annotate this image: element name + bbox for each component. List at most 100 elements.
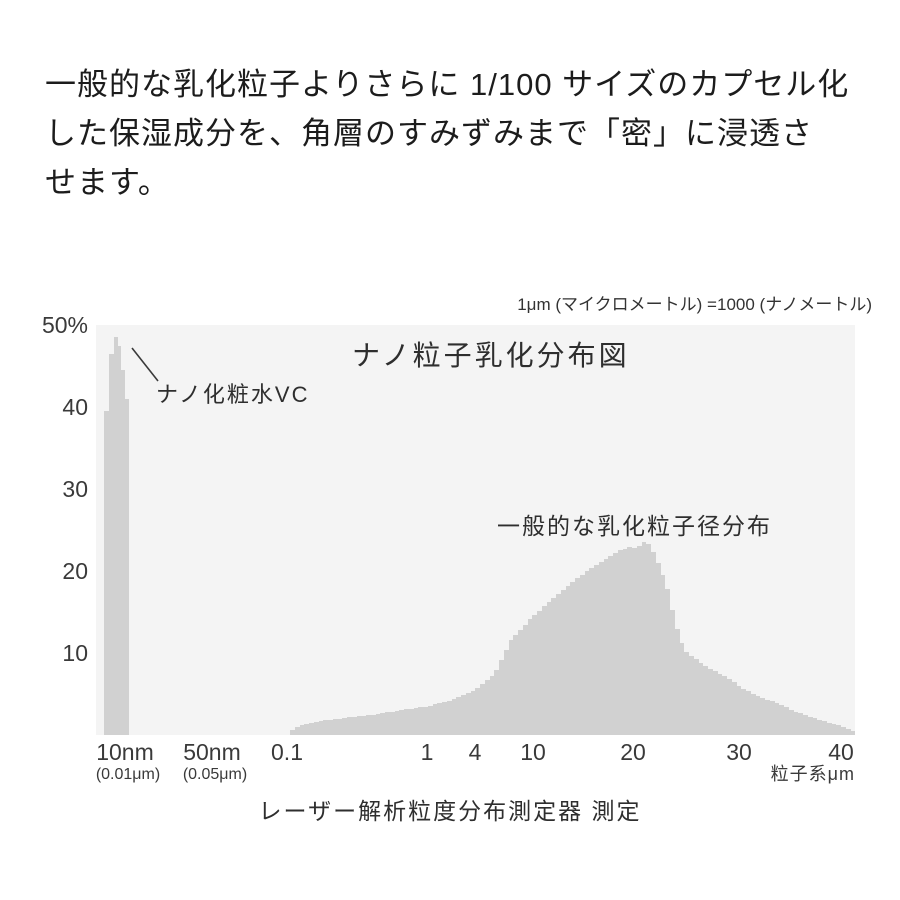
- series2-bar: [693, 659, 699, 735]
- series2-bar: [598, 562, 604, 735]
- series1-annotation: ナノ化粧水VC: [156, 382, 310, 407]
- series2-bar: [318, 720, 324, 735]
- series2-bar: [774, 702, 780, 735]
- series2-bar: [679, 643, 685, 735]
- series2-bar: [451, 698, 457, 735]
- y-tick-label: 30: [62, 476, 88, 502]
- series2-bar: [484, 679, 490, 735]
- series2-bar: [408, 708, 414, 735]
- series2-bar: [551, 597, 556, 735]
- series2-bar: [674, 628, 680, 735]
- series2-bar: [736, 685, 742, 735]
- x-tick-label: 40: [828, 739, 854, 765]
- series2-bar: [522, 624, 528, 735]
- series2-bar: [698, 662, 704, 735]
- series2-bar: [294, 726, 300, 735]
- series2-bar: [541, 606, 547, 735]
- series2-bar: [456, 696, 461, 735]
- series2-bar: [755, 696, 761, 735]
- series2-bar: [475, 687, 480, 735]
- series2-bar: [665, 589, 670, 735]
- series2-bar: [760, 698, 765, 735]
- series2-bar: [328, 719, 333, 735]
- series2-bar: [779, 705, 784, 735]
- series2-bar: [670, 610, 675, 735]
- series2-bar: [803, 715, 808, 735]
- series2-bar: [413, 708, 419, 735]
- series2-bar: [337, 718, 343, 735]
- series2-bar: [513, 634, 518, 735]
- series2-bar: [347, 717, 352, 735]
- series2-bar: [527, 619, 533, 735]
- series2-bar: [432, 704, 438, 735]
- series2-bar: [769, 701, 775, 735]
- series2-bar: [351, 716, 357, 735]
- series2-bar: [565, 585, 571, 735]
- series2-bar: [499, 660, 504, 735]
- y-tick-label: 10: [62, 640, 88, 666]
- series2-bar: [831, 724, 837, 735]
- x-tick-label: 10: [520, 739, 546, 765]
- series2-bar: [660, 574, 666, 735]
- series2-bar: [399, 710, 404, 735]
- series2-bar: [556, 593, 561, 735]
- series2-bar: [646, 543, 651, 735]
- y-tick-label: 50%: [41, 312, 88, 338]
- series2-bar: [727, 679, 732, 735]
- series2-bar: [437, 703, 442, 735]
- series2-bar: [684, 652, 689, 735]
- x-axis-unit-label: 粒子系μm: [770, 764, 855, 784]
- series2-bar: [494, 670, 499, 735]
- series2-bar: [798, 713, 803, 735]
- series1-bar: [109, 353, 114, 735]
- series2-bar: [655, 562, 661, 735]
- header-line-1: 一般的な乳化粒子よりさらに 1/100 サイズのカプセル化: [45, 67, 850, 102]
- series2-bar: [309, 722, 314, 735]
- series2-bar: [446, 700, 452, 735]
- series2-bar: [361, 715, 366, 735]
- unit-conversion-note: 1μm (マイクロメートル) =1000 (ナノメートル): [517, 295, 872, 314]
- series2-bar: [613, 553, 618, 735]
- x-tick-label: 20: [620, 739, 646, 765]
- series2-bar: [622, 548, 628, 735]
- series2-bar: [817, 719, 822, 735]
- series2-bar: [822, 721, 827, 735]
- series2-bar: [784, 707, 789, 735]
- x-tick-label: 4: [468, 739, 482, 765]
- series2-bar: [323, 720, 328, 735]
- series2-bar: [570, 581, 575, 735]
- series2-bar: [366, 715, 371, 735]
- series2-bar: [423, 706, 428, 735]
- series2-bar: [470, 690, 476, 735]
- series2-bar: [807, 717, 813, 735]
- series2-bar: [404, 709, 409, 735]
- series2-bar: [788, 709, 794, 735]
- series2-bar: [342, 718, 347, 735]
- series2-bar: [465, 692, 471, 735]
- series2-bar: [841, 726, 846, 735]
- series2-bar: [546, 602, 552, 735]
- series2-bar: [750, 693, 756, 735]
- series2-bar: [812, 718, 818, 735]
- series2-bar: [765, 699, 770, 735]
- series2-bar: [703, 665, 708, 735]
- series2-bar: [689, 656, 694, 735]
- series1-bar: [114, 337, 118, 735]
- series2-bar: [560, 589, 566, 735]
- series2-bar: [722, 676, 727, 735]
- series2-bar: [299, 724, 305, 735]
- series2-bar: [385, 712, 390, 735]
- series2-bar: [537, 610, 542, 735]
- series2-bar: [845, 729, 851, 735]
- series2-bar: [746, 691, 751, 735]
- series2-bar: [442, 701, 447, 735]
- x-tick-label: 50nm: [183, 739, 241, 765]
- series2-bar: [632, 547, 637, 735]
- series2-bar: [489, 676, 495, 735]
- series1-bar: [118, 345, 121, 735]
- series2-bar: [617, 550, 623, 735]
- annotation-pointer-line: [131, 347, 159, 382]
- series2-bar: [741, 688, 746, 735]
- series2-bar: [290, 729, 295, 735]
